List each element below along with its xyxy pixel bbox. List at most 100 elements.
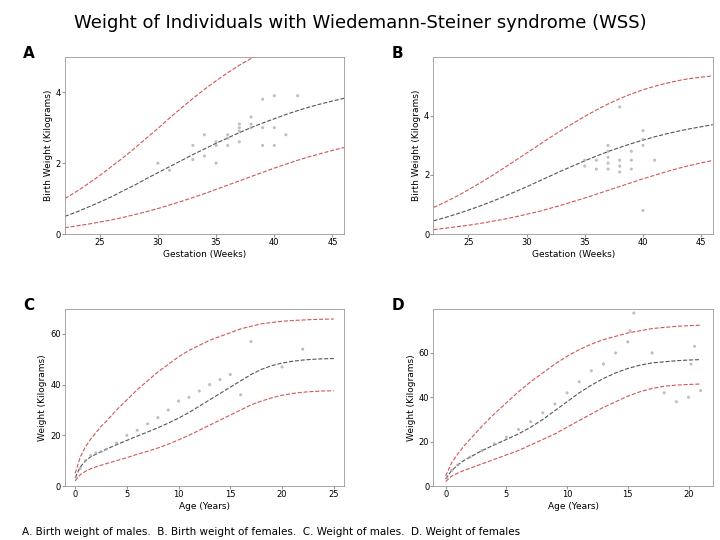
X-axis label: Gestation (Weeks): Gestation (Weeks) <box>163 250 246 259</box>
Point <box>628 309 639 318</box>
Point <box>183 393 194 402</box>
Point <box>441 474 453 483</box>
Point <box>603 147 614 156</box>
Point <box>603 159 614 167</box>
Point <box>210 159 222 167</box>
Point <box>464 453 476 462</box>
Point <box>142 420 153 428</box>
Point <box>235 390 246 399</box>
Point <box>624 327 636 335</box>
Point <box>659 389 670 397</box>
Y-axis label: Weight (Kilograms): Weight (Kilograms) <box>38 354 48 441</box>
Point <box>549 400 561 408</box>
Point <box>111 438 122 447</box>
Point <box>152 159 163 167</box>
Point <box>280 131 292 139</box>
Point <box>80 456 91 465</box>
Point <box>297 345 308 354</box>
Point <box>562 389 573 397</box>
Text: C: C <box>23 298 34 313</box>
Point <box>585 366 597 375</box>
Y-axis label: Weight (Kilograms): Weight (Kilograms) <box>407 354 416 441</box>
Point <box>647 349 658 357</box>
Point <box>500 433 512 442</box>
Point <box>452 461 464 469</box>
Point <box>626 147 637 156</box>
Point <box>477 446 488 455</box>
Point <box>246 337 257 346</box>
Point <box>637 126 649 135</box>
Point <box>292 91 303 100</box>
Point <box>194 387 205 395</box>
Point <box>210 138 222 146</box>
Point <box>152 413 163 422</box>
Point <box>603 165 614 173</box>
Text: D: D <box>392 298 404 313</box>
Point <box>163 166 175 174</box>
Point <box>233 138 245 146</box>
Point <box>579 156 590 165</box>
Point <box>614 103 626 111</box>
X-axis label: Age (Years): Age (Years) <box>179 502 230 511</box>
Point <box>233 127 245 136</box>
Point <box>163 406 174 414</box>
Point <box>614 168 626 177</box>
Point <box>257 95 269 104</box>
Point <box>683 393 694 402</box>
Text: A: A <box>23 46 35 61</box>
Point <box>622 338 634 346</box>
Point <box>614 162 626 171</box>
Point <box>85 451 96 460</box>
Point <box>100 445 112 454</box>
Point <box>626 165 637 173</box>
Point <box>204 380 215 389</box>
Point <box>121 431 132 440</box>
Point <box>246 123 257 132</box>
Point <box>269 123 280 132</box>
Y-axis label: Birth Weight (Kilograms): Birth Weight (Kilograms) <box>413 90 421 201</box>
Y-axis label: Birth Weight (Kilograms): Birth Weight (Kilograms) <box>44 90 53 201</box>
Point <box>603 153 614 161</box>
Point <box>610 349 621 357</box>
Text: A. Birth weight of males.  B. Birth weight of females.  C. Weight of males.  D. : A. Birth weight of males. B. Birth weigh… <box>22 527 520 537</box>
Point <box>225 370 236 379</box>
Point <box>685 360 697 368</box>
Point <box>246 113 257 122</box>
Point <box>634 304 646 313</box>
Point <box>598 360 609 368</box>
Point <box>233 120 245 129</box>
Point <box>269 141 280 150</box>
Point <box>199 131 210 139</box>
Point <box>637 206 649 215</box>
Point <box>637 141 649 150</box>
Point <box>590 165 602 173</box>
Point <box>187 156 199 164</box>
Point <box>626 156 637 165</box>
Point <box>187 141 199 150</box>
Point <box>579 162 590 171</box>
Point <box>537 408 549 417</box>
X-axis label: Gestation (Weeks): Gestation (Weeks) <box>531 250 615 259</box>
Point <box>222 134 233 143</box>
Point <box>132 426 143 435</box>
Point <box>590 156 602 165</box>
Point <box>695 386 706 395</box>
Point <box>446 466 457 475</box>
Point <box>90 449 102 457</box>
Point <box>257 123 269 132</box>
Point <box>257 141 269 150</box>
Point <box>246 120 257 129</box>
Text: B: B <box>392 46 403 61</box>
Point <box>199 152 210 160</box>
Point <box>670 397 682 406</box>
Point <box>689 342 701 350</box>
Point <box>95 448 107 456</box>
Point <box>573 377 585 386</box>
Point <box>603 141 614 150</box>
Point <box>276 362 288 371</box>
Point <box>513 425 524 434</box>
Point <box>525 417 536 426</box>
Point <box>233 123 245 132</box>
Point <box>215 375 226 384</box>
Point <box>210 141 222 150</box>
